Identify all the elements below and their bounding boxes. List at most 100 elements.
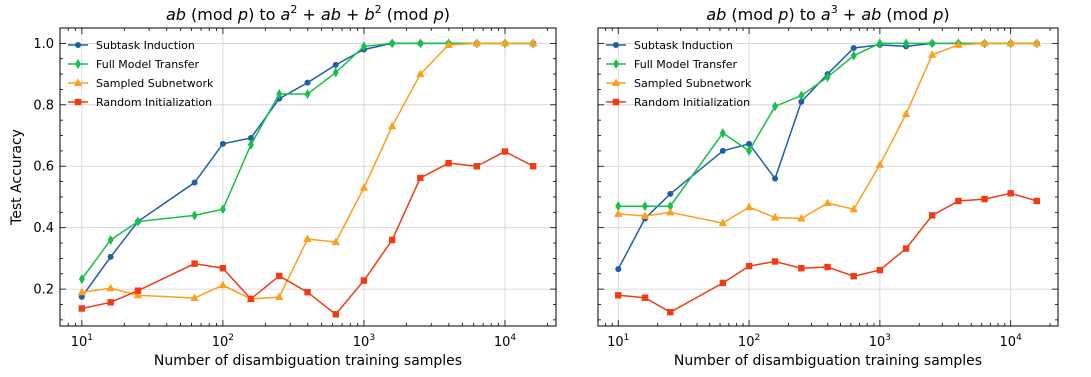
data-point: [78, 273, 85, 284]
x-tick-label: 101: [71, 333, 93, 350]
data-point: [332, 67, 339, 78]
data-point: [1006, 38, 1015, 47]
data-point: [615, 266, 622, 273]
data-point: [77, 287, 87, 296]
data-point: [770, 213, 780, 221]
data-point: [275, 292, 284, 301]
data-point: [824, 72, 831, 83]
data-point: [416, 69, 425, 78]
data-point: [666, 207, 675, 216]
data-point: [719, 147, 726, 154]
data-point: [798, 265, 805, 272]
data-point: [473, 163, 480, 170]
legend-label: Sampled Subnetwork: [634, 77, 752, 90]
data-point: [219, 265, 227, 272]
series-line: [81, 42, 534, 280]
y-axis-label: Test Accuracy: [9, 129, 25, 226]
data-point: [247, 295, 255, 303]
data-point: [1032, 38, 1042, 47]
data-point: [219, 140, 226, 147]
data-point: [107, 234, 114, 245]
data-point: [929, 38, 936, 49]
x-axis-label: Number of disambiguation training sample…: [674, 353, 982, 369]
data-point: [218, 280, 228, 289]
data-point: [667, 190, 674, 197]
data-point: [641, 294, 649, 301]
series-random-initialization: [78, 148, 537, 318]
data-point: [929, 212, 936, 219]
legend-marker: [613, 59, 619, 69]
data-point: [276, 272, 283, 280]
data-point: [798, 90, 805, 101]
y-tick-label: 0.6: [33, 160, 54, 175]
legend: Subtask Induction Full Model Transfer Samp…: [606, 39, 752, 109]
data-point: [247, 134, 254, 141]
x-tick-label: 103: [353, 333, 375, 350]
data-point: [667, 308, 674, 316]
data-point: [303, 234, 312, 243]
data-point: [276, 89, 283, 100]
data-point: [719, 128, 726, 139]
data-point: [417, 38, 424, 49]
data-point: [389, 38, 396, 49]
x-axis-label: Number of disambiguation training sample…: [154, 353, 462, 369]
data-point: [444, 40, 453, 48]
x-tick-label: 104: [1000, 333, 1023, 350]
data-point: [500, 38, 510, 47]
data-point: [106, 283, 115, 292]
data-point: [744, 202, 754, 211]
data-point: [955, 197, 962, 205]
x-tick-label: 103: [869, 333, 891, 350]
data-point: [981, 195, 988, 203]
series-line: [81, 150, 534, 316]
x-tick-label: 104: [494, 333, 517, 350]
data-point: [332, 311, 339, 318]
data-point: [387, 121, 397, 130]
data-point: [78, 305, 86, 312]
legend-marker: [73, 78, 83, 86]
legend-marker: [75, 42, 81, 48]
data-point: [107, 253, 114, 260]
data-point: [850, 273, 857, 280]
data-point: [746, 145, 753, 156]
data-point: [191, 210, 198, 221]
data-point: [667, 201, 674, 212]
data-point: [640, 211, 650, 220]
data-point: [528, 38, 538, 47]
legend-label: Random Initialization: [634, 96, 750, 109]
data-point: [501, 148, 509, 155]
data-point: [191, 260, 198, 267]
data-point: [980, 38, 989, 47]
data-point: [190, 293, 199, 302]
legend-label: Subtask Induction: [96, 39, 195, 52]
data-point: [719, 279, 727, 287]
chart-title: ab (mod p) to a2 + ab + b2 (mod p): [166, 3, 450, 24]
data-point: [901, 109, 911, 118]
data-point: [78, 293, 85, 300]
series-full-model-transfer: [78, 38, 537, 284]
data-point: [614, 209, 623, 217]
data-point: [417, 174, 424, 182]
legend-label: Random Initialization: [96, 96, 212, 109]
series-random-initialization: [615, 190, 1041, 316]
data-point: [718, 218, 728, 227]
chart-panel-2: 101 102 103 104 ab (mod p) to a3 + ab (mod p…: [597, 3, 1059, 369]
data-point: [850, 44, 857, 51]
data-point: [332, 61, 339, 68]
series-sampled-subnetwork: [614, 38, 1042, 227]
data-point: [850, 50, 857, 61]
legend-marker: [611, 78, 621, 86]
y-tick-label: 0.4: [33, 221, 54, 236]
data-point: [615, 201, 622, 212]
legend-marker: [74, 98, 82, 106]
series-line: [618, 192, 1038, 314]
data-point: [1007, 190, 1014, 197]
data-point: [954, 40, 963, 48]
data-point: [903, 38, 910, 49]
y-tick-label: 1.0: [33, 37, 54, 52]
data-point: [304, 79, 311, 86]
chart-title: ab (mod p) to a3 + ab (mod p): [706, 3, 949, 24]
data-point: [472, 38, 481, 47]
x-tick-label: 102: [738, 333, 760, 350]
data-point: [219, 204, 226, 215]
